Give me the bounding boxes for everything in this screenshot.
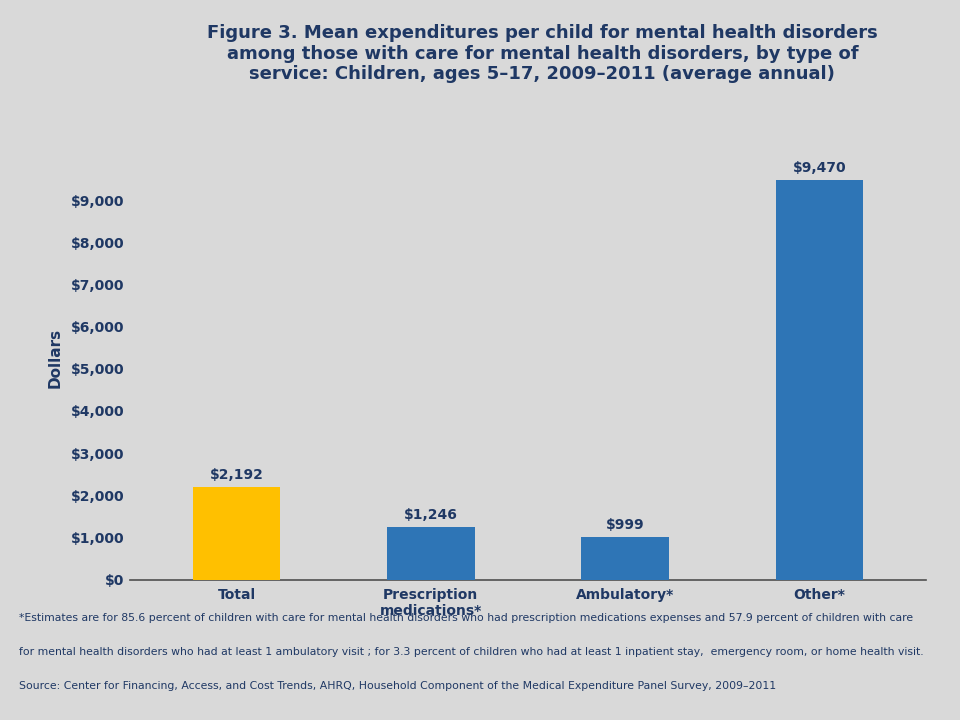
Y-axis label: Dollars: Dollars <box>48 328 62 388</box>
Bar <box>193 487 280 580</box>
Bar <box>582 537 669 580</box>
Bar <box>776 180 863 580</box>
Text: for mental health disorders who had at least 1 ambulatory visit ; for 3.3 percen: for mental health disorders who had at l… <box>19 647 924 657</box>
Text: $999: $999 <box>606 518 644 532</box>
Text: $2,192: $2,192 <box>209 468 263 482</box>
Text: *Estimates are for 85.6 percent of children with care for mental health disorder: *Estimates are for 85.6 percent of child… <box>19 613 913 623</box>
Bar <box>387 527 474 580</box>
Text: Figure 3. Mean expenditures per child for mental health disorders
among those wi: Figure 3. Mean expenditures per child fo… <box>207 24 877 84</box>
Text: $1,246: $1,246 <box>404 508 458 522</box>
Text: $9,470: $9,470 <box>793 161 847 175</box>
Text: Source: Center for Financing, Access, and Cost Trends, AHRQ, Household Component: Source: Center for Financing, Access, an… <box>19 681 776 691</box>
